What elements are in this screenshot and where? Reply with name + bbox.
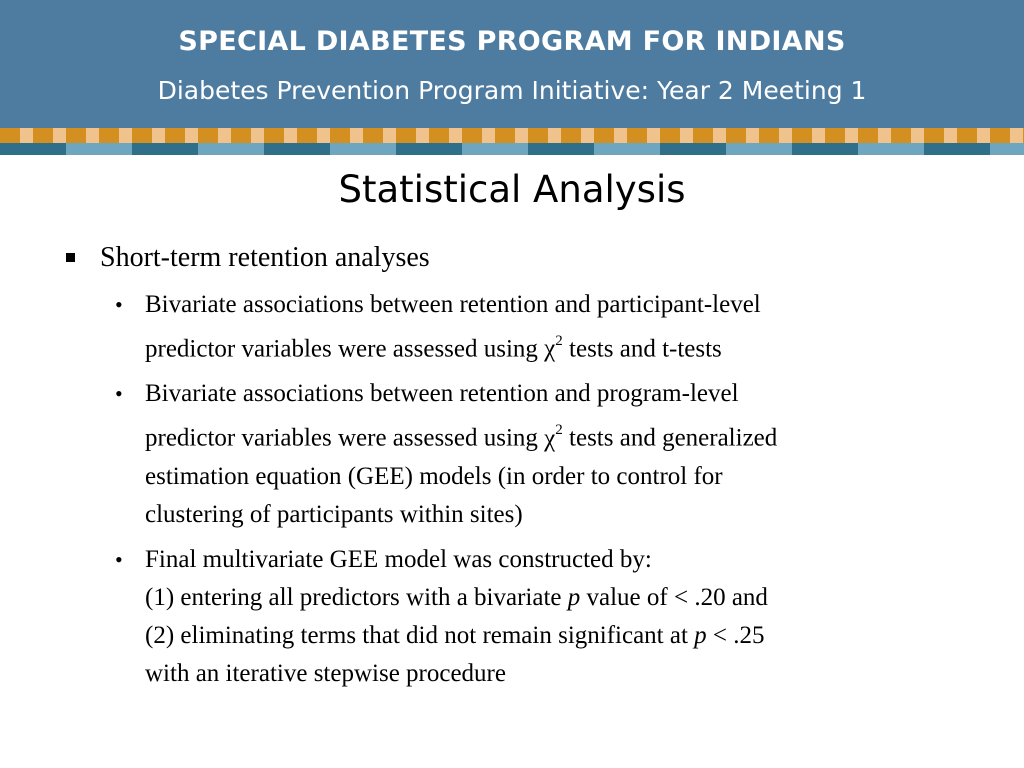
square-bullet-icon — [66, 253, 75, 262]
meeting-subtitle: Diabetes Prevention Program Initiative: … — [157, 76, 867, 105]
bullet-dot-icon: • — [115, 292, 123, 317]
text-line: with an iterative stepwise procedure — [145, 659, 506, 687]
text-line: clustering of participants within sites) — [145, 500, 523, 528]
text-line: Bivariate associations between retention… — [145, 291, 761, 318]
text-line: Final multivariate GEE model was constru… — [145, 545, 652, 573]
text-segment: < .25 — [706, 621, 765, 649]
sub-bullet-program: • Bivariate associations between retenti… — [60, 375, 960, 533]
text-line: (2) eliminating terms that did not remai… — [145, 617, 960, 655]
sub-bullet-final-model: • Final multivariate GEE model was const… — [60, 541, 960, 693]
slide-header: SPECIAL DIABETES PROGRAM FOR INDIANS Dia… — [0, 0, 1024, 128]
sub-bullet-participant: • Bivariate associations between retenti… — [60, 286, 960, 368]
chi-squared-symbol: χ2 — [544, 422, 563, 452]
p-italic: p — [567, 583, 581, 611]
chi-letter: χ — [544, 424, 556, 452]
stripe-blue-band — [0, 143, 1024, 155]
text-line: predictor variables were assessed using … — [145, 413, 960, 457]
sub-bullet-list: • Bivariate associations between retenti… — [60, 286, 960, 693]
text-segment: (2) eliminating terms that did not remai… — [145, 621, 695, 649]
slide-title: Statistical Analysis — [338, 168, 686, 211]
text-segment: tests and generalized — [562, 424, 778, 452]
p-italic: p — [694, 621, 707, 649]
decorative-stripe — [0, 128, 1024, 156]
text-line: estimation equation (GEE) models (in ord… — [145, 462, 723, 490]
stripe-orange-band — [0, 128, 1024, 143]
slide-content: Short-term retention analyses • Bivariat… — [60, 240, 960, 700]
bullet-level1: Short-term retention analyses — [60, 240, 960, 276]
bullet-dot-icon: • — [115, 381, 123, 407]
chi-squared-symbol: χ2 — [544, 333, 563, 363]
text-line: predictor variables were assessed using … — [145, 324, 960, 368]
text-segment: tests and t-tests — [562, 335, 722, 363]
superscript: 2 — [555, 422, 563, 439]
text-segment: value of < .20 and — [580, 583, 768, 611]
program-title: SPECIAL DIABETES PROGRAM FOR INDIANS — [178, 26, 846, 57]
chi-letter: χ — [544, 335, 556, 363]
bullet-dot-icon: • — [115, 546, 123, 572]
text-line: (1) entering all predictors with a bivar… — [145, 579, 960, 617]
text-segment: predictor variables were assessed using — [145, 335, 545, 363]
text-line: Bivariate associations between retention… — [145, 380, 739, 408]
text-segment: predictor variables were assessed using — [145, 424, 545, 452]
bullet-text: Short-term retention analyses — [100, 242, 430, 273]
text-segment: (1) entering all predictors with a bivar… — [145, 583, 568, 611]
superscript: 2 — [555, 333, 563, 349]
